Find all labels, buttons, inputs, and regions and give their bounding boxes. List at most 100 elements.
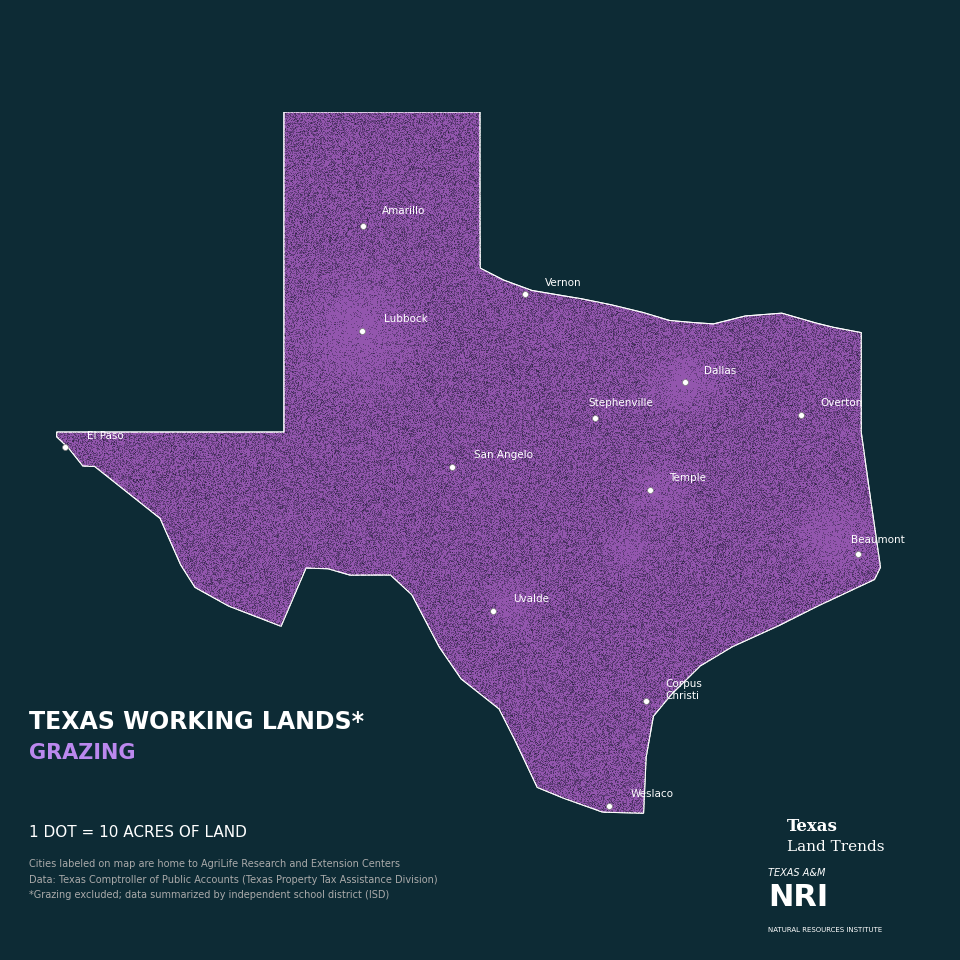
Point <box>501 397 516 413</box>
Point <box>442 125 457 140</box>
Point <box>440 374 455 390</box>
Point <box>640 330 656 346</box>
Point <box>613 430 629 445</box>
Point <box>768 322 783 337</box>
Point <box>833 493 849 509</box>
Point <box>385 249 400 264</box>
Point <box>635 639 650 655</box>
Point <box>421 425 437 441</box>
Point <box>391 173 406 188</box>
Point <box>601 659 616 674</box>
Point <box>547 357 563 372</box>
Point <box>627 312 642 327</box>
Point <box>324 151 339 166</box>
Point <box>370 153 385 168</box>
Point <box>573 792 588 807</box>
Point <box>764 347 780 362</box>
Point <box>586 360 601 375</box>
Point <box>447 392 463 407</box>
Point <box>406 356 421 372</box>
Point <box>636 331 651 347</box>
Point <box>546 648 562 663</box>
Point <box>535 301 550 317</box>
Point <box>506 506 521 521</box>
Point <box>453 609 468 624</box>
Point <box>416 207 431 223</box>
Point <box>580 645 595 660</box>
Point <box>701 448 716 464</box>
Point <box>194 434 209 449</box>
Point <box>686 479 702 494</box>
Point <box>621 444 636 460</box>
Point <box>804 427 820 443</box>
Point <box>496 525 512 540</box>
Point <box>514 408 529 423</box>
Point <box>541 685 557 701</box>
Point <box>303 204 319 220</box>
Point <box>720 583 735 598</box>
Point <box>599 532 614 547</box>
Point <box>319 204 334 219</box>
Point <box>511 540 526 555</box>
Point <box>574 449 589 465</box>
Point <box>331 199 347 214</box>
Point <box>698 604 713 619</box>
Point <box>444 267 459 282</box>
Point <box>638 346 654 361</box>
Point <box>677 406 692 421</box>
Point <box>505 441 520 456</box>
Point <box>644 596 660 612</box>
Point <box>194 562 209 577</box>
Point <box>780 466 796 481</box>
Point <box>518 307 534 323</box>
Point <box>439 647 454 662</box>
Point <box>614 396 630 412</box>
Point <box>422 321 438 336</box>
Point <box>160 508 176 523</box>
Point <box>444 348 459 364</box>
Point <box>458 548 473 564</box>
Point <box>572 605 588 620</box>
Point <box>371 491 386 506</box>
Point <box>599 652 614 667</box>
Point <box>132 440 148 455</box>
Point <box>414 135 429 151</box>
Point <box>372 253 388 269</box>
Point <box>487 387 502 402</box>
Point <box>255 452 271 468</box>
Point <box>283 461 299 476</box>
Point <box>734 612 750 627</box>
Point <box>482 537 497 552</box>
Point <box>685 633 701 648</box>
Point <box>492 445 507 461</box>
Point <box>357 448 372 464</box>
Point <box>695 580 710 595</box>
Point <box>524 694 540 709</box>
Point <box>644 552 660 567</box>
Point <box>819 382 834 397</box>
Point <box>520 444 536 459</box>
Point <box>395 561 410 576</box>
Point <box>677 666 692 682</box>
Point <box>711 322 727 337</box>
Point <box>760 584 776 599</box>
Point <box>711 325 727 341</box>
Point <box>384 192 399 207</box>
Point <box>289 305 304 321</box>
Point <box>420 588 435 603</box>
Point <box>785 369 801 384</box>
Point <box>589 337 605 352</box>
Point <box>252 488 268 503</box>
Point <box>649 644 664 660</box>
Point <box>342 211 357 227</box>
Point <box>551 673 566 688</box>
Point <box>849 340 864 355</box>
Point <box>553 463 568 478</box>
Point <box>325 132 341 147</box>
Point <box>331 217 347 232</box>
Point <box>435 521 450 537</box>
Point <box>869 546 884 562</box>
Point <box>470 668 486 684</box>
Point <box>577 520 592 536</box>
Point <box>550 475 565 491</box>
